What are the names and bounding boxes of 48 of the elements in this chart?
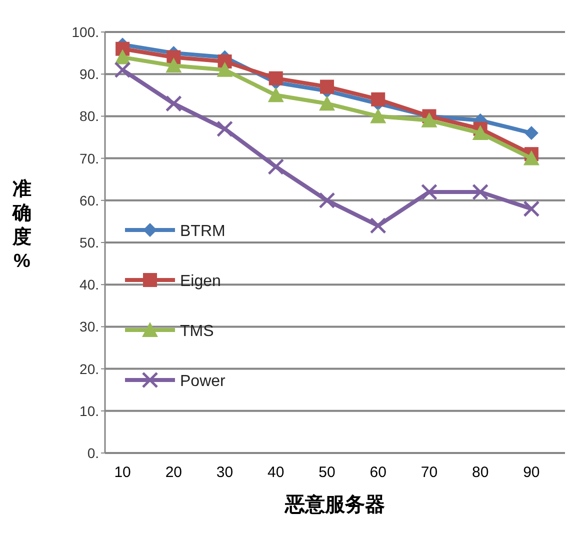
- x-tick-label: 50: [318, 464, 336, 481]
- legend-label: BTRM: [180, 223, 226, 240]
- x-tick-label: 20: [165, 464, 182, 481]
- point: [370, 217, 386, 234]
- x-tick-label: 70: [420, 464, 438, 481]
- point: [371, 92, 386, 106]
- x-axis-title: 恶意服务器: [284, 493, 385, 516]
- y-tick-label: 0.: [87, 445, 99, 461]
- point: [320, 80, 334, 94]
- point: [472, 184, 489, 200]
- point: [318, 192, 336, 209]
- point: [319, 96, 335, 111]
- y-tick-label: 60.: [80, 192, 99, 208]
- x-tick-label: 90: [523, 464, 540, 481]
- point: [216, 62, 233, 77]
- point: [114, 49, 131, 64]
- legend-label: Eigen: [180, 273, 221, 290]
- x-tick-label: 10: [114, 464, 131, 481]
- point: [421, 112, 438, 128]
- point: [524, 126, 538, 140]
- point: [523, 150, 540, 166]
- x-tick-label: 40: [268, 464, 284, 481]
- y-tick-label: 50.: [80, 234, 99, 250]
- point: [114, 62, 131, 78]
- point: [472, 125, 488, 140]
- legend-label: Power: [180, 373, 226, 390]
- y-tick-label: 80.: [80, 108, 99, 124]
- y-axis-title: 准确度%: [12, 178, 32, 272]
- point: [166, 58, 182, 73]
- point: [370, 108, 386, 124]
- point: [268, 87, 284, 102]
- y-tick-label: 40.: [80, 276, 99, 293]
- point: [268, 158, 284, 175]
- y-tick-label: 10.: [80, 402, 99, 419]
- y-tick-label: 100.: [72, 24, 99, 40]
- y-tick-label: 30.: [80, 318, 99, 335]
- point: [420, 184, 438, 200]
- point: [216, 120, 234, 138]
- point: [165, 95, 182, 112]
- x-tick-label: 30: [216, 464, 234, 481]
- x-tick-label: 60: [370, 464, 386, 481]
- point: [523, 200, 540, 218]
- y-tick-label: 70.: [80, 150, 99, 166]
- y-tick-label: 20.: [80, 360, 99, 377]
- y-tick-label: 90.: [80, 66, 99, 82]
- x-tick-label: 80: [472, 464, 489, 481]
- point: [268, 71, 283, 86]
- legend-label: TMS: [180, 323, 214, 340]
